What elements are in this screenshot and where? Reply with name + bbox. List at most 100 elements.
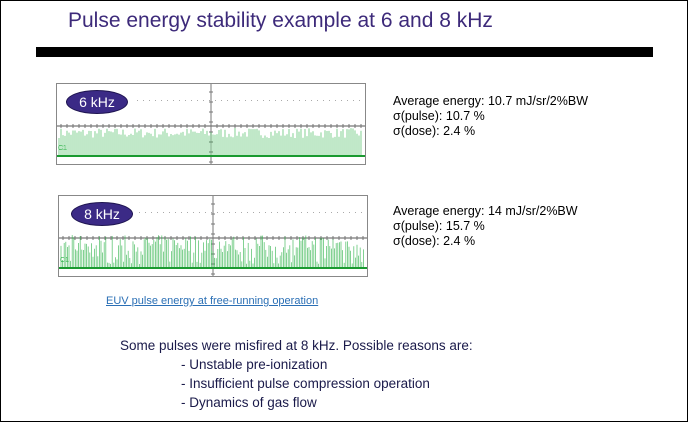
grid-dot	[155, 100, 156, 101]
grid-dot	[179, 100, 180, 101]
slide-title: Pulse energy stability example at 6 and …	[68, 9, 493, 32]
stats-6khz: Average energy: 10.7 mJ/sr/2%BW σ(pulse)…	[393, 94, 588, 139]
grid-dot	[277, 212, 278, 213]
channel-label: C1	[58, 145, 67, 152]
grid-dot	[359, 100, 360, 101]
grid-dot	[253, 212, 254, 213]
grid-dot	[337, 212, 338, 213]
grid-dot	[173, 100, 174, 101]
grid-dot	[295, 212, 296, 213]
grid-dot	[343, 212, 344, 213]
grid-dot	[271, 212, 272, 213]
grid-dot	[247, 212, 248, 213]
grid-dot	[137, 100, 138, 101]
caption-link[interactable]: EUV pulse energy at free-running operati…	[106, 295, 319, 307]
grid-dot	[197, 100, 198, 101]
grid-dot	[353, 100, 354, 101]
grid-dot	[257, 100, 258, 101]
frequency-badge: 6 kHz	[66, 90, 128, 114]
grid-dot	[329, 100, 330, 101]
grid-dot	[287, 100, 288, 101]
average-energy: Average energy: 10.7 mJ/sr/2%BW	[393, 94, 588, 108]
grid-dot	[167, 100, 168, 101]
grid-dot	[245, 100, 246, 101]
grid-dot	[307, 212, 308, 213]
list-item: - Dynamics of gas flow	[181, 395, 317, 410]
body-text: Some pulses were misfired at 8 kHz. Poss…	[120, 336, 473, 412]
grid-dot	[215, 100, 216, 101]
grid-dot	[299, 100, 300, 101]
grid-dot	[143, 100, 144, 101]
sigma-pulse: σ(pulse): 10.7 %	[393, 109, 485, 123]
scope-trace-6khz: C1 6 kHz	[56, 83, 366, 165]
grid-dot	[281, 100, 282, 101]
sigma-pulse: σ(pulse): 15.7 %	[393, 219, 485, 233]
grid-dot	[325, 212, 326, 213]
grid-dot	[289, 212, 290, 213]
grid-dot	[355, 212, 356, 213]
grid-dot	[169, 212, 170, 213]
grid-dot	[319, 212, 320, 213]
grid-dot	[349, 212, 350, 213]
grid-dot	[263, 100, 264, 101]
grid-dot	[223, 212, 224, 213]
grid-dot	[181, 212, 182, 213]
grid-dot	[317, 100, 318, 101]
scope-trace-8khz: C1 8 kHz	[58, 195, 368, 277]
grid-dot	[305, 100, 306, 101]
grid-dot	[151, 212, 152, 213]
grid-dot	[161, 100, 162, 101]
channel-label: C1	[60, 257, 69, 264]
grid-dot	[163, 212, 164, 213]
grid-dot	[203, 100, 204, 101]
title-divider	[36, 47, 653, 57]
grid-dot	[313, 212, 314, 213]
sigma-dose: σ(dose): 2.4 %	[393, 124, 476, 138]
grid-dot	[229, 212, 230, 213]
frequency-badge: 8 kHz	[71, 202, 133, 226]
grid-dot	[139, 212, 140, 213]
grid-dot	[269, 100, 270, 101]
grid-dot	[275, 100, 276, 101]
grid-dot	[209, 100, 210, 101]
body-intro: Some pulses were misfired at 8 kHz. Poss…	[120, 338, 473, 353]
grid-dot	[227, 100, 228, 101]
grid-dot	[335, 100, 336, 101]
grid-dot	[347, 100, 348, 101]
grid-dot	[175, 212, 176, 213]
average-energy: Average energy: 14 mJ/sr/2%BW	[393, 204, 578, 218]
grid-dot	[259, 212, 260, 213]
grid-dot	[205, 212, 206, 213]
pulse-trace: C1	[57, 84, 365, 164]
grid-dot	[235, 212, 236, 213]
grid-dot	[323, 100, 324, 101]
grid-dot	[341, 100, 342, 101]
grid-dot	[185, 100, 186, 101]
grid-dot	[265, 212, 266, 213]
grid-dot	[187, 212, 188, 213]
grid-dot	[233, 100, 234, 101]
grid-dot	[293, 100, 294, 101]
list-item: - Insufficient pulse compression operati…	[181, 376, 430, 391]
grid-dot	[149, 100, 150, 101]
sigma-dose: σ(dose): 2.4 %	[393, 234, 476, 248]
grid-dot	[361, 212, 362, 213]
grid-dot	[145, 212, 146, 213]
grid-dot	[211, 212, 212, 213]
list-item: - Unstable pre-ionization	[181, 357, 328, 372]
grid-dot	[331, 212, 332, 213]
grid-dot	[217, 212, 218, 213]
pulse-trace: C1	[59, 196, 367, 276]
grid-dot	[221, 100, 222, 101]
grid-dot	[283, 212, 284, 213]
grid-dot	[301, 212, 302, 213]
grid-dot	[311, 100, 312, 101]
grid-dot	[157, 212, 158, 213]
grid-dot	[199, 212, 200, 213]
grid-dot	[241, 212, 242, 213]
stats-8khz: Average energy: 14 mJ/sr/2%BW σ(pulse): …	[393, 204, 578, 249]
grid-dot	[239, 100, 240, 101]
grid-dot	[251, 100, 252, 101]
grid-dot	[191, 100, 192, 101]
